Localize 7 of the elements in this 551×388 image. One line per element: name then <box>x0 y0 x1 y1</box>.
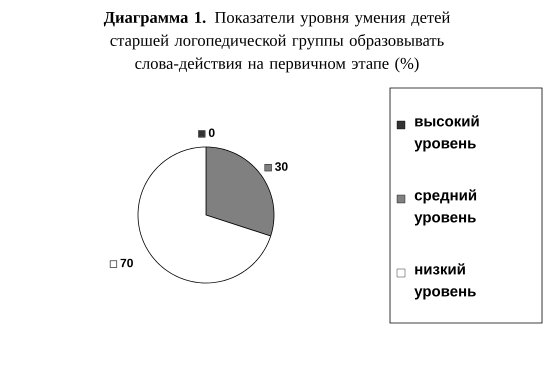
data-label: 30 <box>275 162 288 171</box>
text: 0 <box>208 128 215 138</box>
legend-label: низкий уровень <box>414 263 476 300</box>
legend-label: высокий уровень <box>414 115 479 152</box>
data-label: 70 <box>120 258 133 268</box>
chart-title: Диаграмма 1. Показатели уровня умения детей старшей логопедической группы образовывать слова-действия на первичном этапе (%) <box>104 12 450 72</box>
legend-label: средний уровень <box>414 189 476 226</box>
